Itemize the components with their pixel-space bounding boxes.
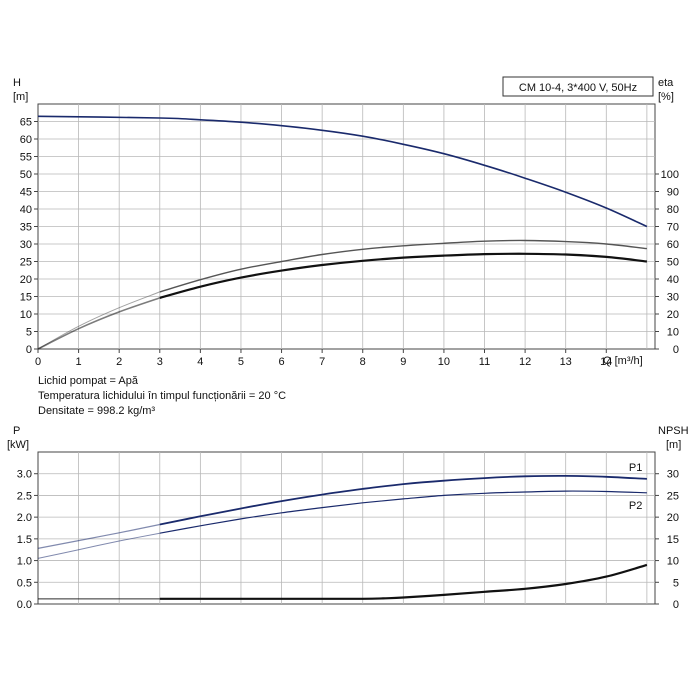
x-tick-label: 5 [238,356,244,368]
x-tick-label: 12 [519,356,531,368]
left-tick-label: 2.5 [17,490,32,502]
right-tick-label: 60 [667,239,679,251]
right-tick-label: 10 [667,556,679,568]
left-tick-label: 2.0 [17,512,32,524]
eta-axis-unit: [%] [658,91,674,103]
left-tick-label: 30 [20,239,32,251]
right-tick-label: 10 [667,327,679,339]
x-tick-label: 4 [197,356,203,368]
left-tick-label: 65 [20,117,32,129]
x-tick-label: 10 [438,356,450,368]
power-axis-name: P [13,425,20,437]
left-tick-label: 3.0 [17,469,32,481]
x-tick-label: 8 [360,356,366,368]
left-tick-label: 1.0 [17,556,32,568]
head-axis-unit: [m] [13,91,28,103]
right-tick-label: 100 [661,169,679,181]
chart-title-box [502,76,654,97]
npsh-axis-unit: [m] [666,439,681,451]
right-tick-label: 90 [667,187,679,199]
x-tick-label: 0 [35,356,41,368]
right-tick-label: 20 [667,512,679,524]
flow-axis-label: Q [m³/h] [603,355,643,367]
head-axis-name: H [13,77,21,89]
right-tick-label: 70 [667,222,679,234]
left-tick-label: 20 [20,274,32,286]
right-tick-label: 20 [667,309,679,321]
right-tick-label: 30 [667,469,679,481]
x-tick-label: 9 [400,356,406,368]
right-tick-label: 15 [667,534,679,546]
right-tick-label: 30 [667,292,679,304]
right-tick-label: 50 [667,257,679,269]
curve-series-2 [159,563,648,600]
curve-p2 [159,490,647,534]
x-tick-label: 2 [116,356,122,368]
left-tick-label: 0.5 [17,577,32,589]
curve-segment-extrapolated [37,532,160,559]
curve-segment-extrapolated [37,523,160,549]
eta-axis-name: eta [658,77,674,89]
series-label-p1: P1 [629,462,642,474]
left-tick-label: 50 [20,169,32,181]
pumped-liquid-label: Lichid pompat = Apă [38,375,138,387]
right-tick-label: 25 [667,490,679,502]
curve-segment-extrapolated [37,291,160,350]
liquid-temperature-label: Temperatura lichidului în timpul funcțio… [38,390,287,402]
left-tick-label: 25 [20,257,32,269]
right-tick-label: 80 [667,204,679,216]
power-npsh-panel: 0.0 0.5 1.0 1.5 2.0 2.5 3.0 0 5 10 15 20 25 30 P1 P2 [17,451,679,611]
left-tick-label: 45 [20,187,32,199]
series-label-p2: P2 [629,500,642,512]
right-tick-label: 0 [673,344,679,356]
x-tick-label: 13 [560,356,572,368]
right-tick-label: 0 [673,599,679,611]
left-tick-label: 10 [20,309,32,321]
chart-title: CM 10-4, 3*400 V, 50Hz [519,82,637,94]
left-tick-label: 55 [20,152,32,164]
left-tick-label: 40 [20,204,32,216]
head-efficiency-panel: 0510152025303540455055606501020304050607… [20,103,679,368]
left-tick-label: 0.0 [17,599,32,611]
curve-series-1 [159,239,647,293]
right-tick-label: 5 [673,577,679,589]
left-tick-label: 5 [26,327,32,339]
curve-series-0 [37,115,648,228]
curve-segment-extrapolated [37,297,161,350]
power-axis-unit: [kW] [7,439,29,451]
x-tick-label: 14 [600,356,612,368]
x-tick-label: 11 [479,356,490,368]
right-tick-label: 40 [667,274,679,286]
curve-series-2 [159,252,648,299]
plot-frame [37,451,656,605]
left-tick-label: 60 [20,134,32,146]
left-tick-label: 0 [26,344,32,356]
curve-p1 [159,474,647,526]
x-tick-label: 1 [76,356,82,368]
left-tick-label: 1.5 [17,534,32,546]
x-tick-label: 3 [157,356,163,368]
x-tick-label: 7 [319,356,325,368]
liquid-density-label: Densitate = 998.2 kg/m³ [38,405,156,417]
x-tick-label: 6 [278,356,284,368]
left-tick-label: 35 [20,222,32,234]
npsh-axis-name: NPSH [658,425,689,437]
left-tick-label: 15 [20,292,32,304]
